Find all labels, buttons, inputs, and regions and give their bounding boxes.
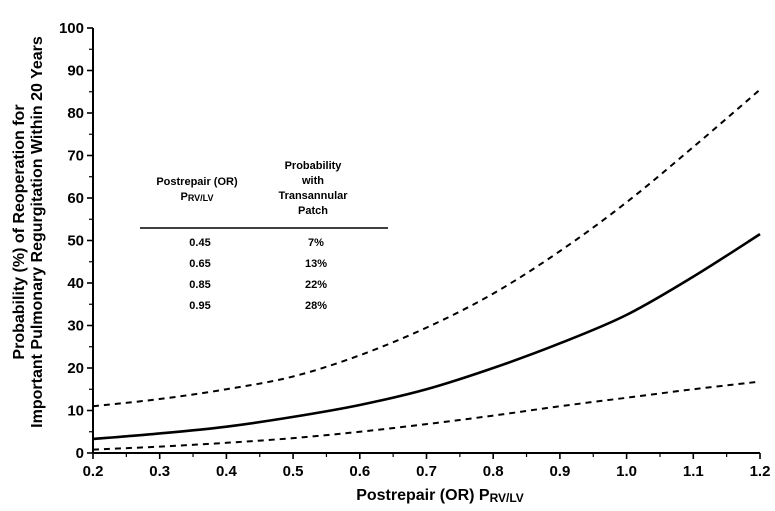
table-cell-r3-c1: 0.85 — [189, 279, 210, 291]
table-cell-r4-c2: 28% — [305, 300, 327, 312]
table-header-col1-line1: Postrepair (OR) — [156, 176, 238, 188]
table-cell-r2-c2: 13% — [305, 258, 327, 270]
series-line-estimate — [92, 233, 761, 441]
x-tick-label: 0.4 — [216, 463, 238, 480]
x-tick-label: 0.6 — [349, 463, 370, 480]
y-tick-label: 50 — [67, 233, 84, 250]
y-tick-label: 90 — [67, 63, 84, 80]
table-header-col2-line2: with — [301, 175, 324, 187]
y-tick-label: 10 — [67, 403, 84, 420]
table-cell-r3-c2: 22% — [305, 279, 327, 291]
y-tick-label: 40 — [67, 275, 84, 292]
x-tick-label: 0.2 — [83, 463, 104, 480]
x-tick-label: 0.9 — [549, 463, 570, 480]
x-axis-title: Postrepair (OR) PRV/LV — [356, 487, 524, 505]
series-lines — [92, 88, 761, 451]
y-tick-label: 30 — [67, 318, 84, 335]
x-tick-label: 1.0 — [616, 463, 637, 480]
y-tick-label: 20 — [67, 360, 84, 377]
x-tick-label: 1.1 — [683, 463, 704, 480]
y-axis-title-line-1: Probability (%) of Reoperation for — [11, 104, 28, 359]
table-cell-r1-c1: 0.45 — [189, 237, 210, 249]
series-line-upper-confidence — [92, 88, 761, 408]
x-tick-label: 0.7 — [416, 463, 437, 480]
table-cell-r4-c1: 0.95 — [189, 300, 210, 312]
x-tick-label: 0.5 — [283, 463, 304, 480]
table-header-col2-line4: Patch — [298, 205, 328, 217]
x-tick-label: 0.3 — [149, 463, 170, 480]
x-tick-label: 0.8 — [483, 463, 504, 480]
table-cell-r1-c2: 7% — [308, 237, 324, 249]
y-tick-label: 80 — [67, 105, 84, 122]
table-header-col2-line3: Transannular — [278, 190, 348, 202]
ticks: 0.2 0.3 0.4 0.5 0.6 0.7 0.8 0.9 1.0 1.1 1.2 0 10 20 30… — [59, 20, 770, 480]
table-header-col1-line2: PRV/LV — [180, 191, 213, 203]
y-tick-label: 60 — [67, 190, 84, 207]
y-axis-title: Probability (%) of Reoperation for Impor… — [11, 36, 46, 428]
table-cell-r2-c1: 0.65 — [189, 258, 210, 270]
y-axis-title-line-2: Important Pulmonary Regurgitation Within… — [29, 36, 46, 428]
y-tick-label: 70 — [67, 148, 84, 165]
series-line-lower-confidence — [92, 380, 761, 451]
x-tick-label: 1.2 — [750, 463, 771, 480]
y-tick-label: 100 — [59, 20, 84, 37]
table-header-col2-line1: Probability — [285, 160, 343, 172]
inset-table: Postrepair (OR) PRV/LV Probability with … — [140, 160, 388, 312]
y-tick-label: 0 — [76, 445, 84, 462]
